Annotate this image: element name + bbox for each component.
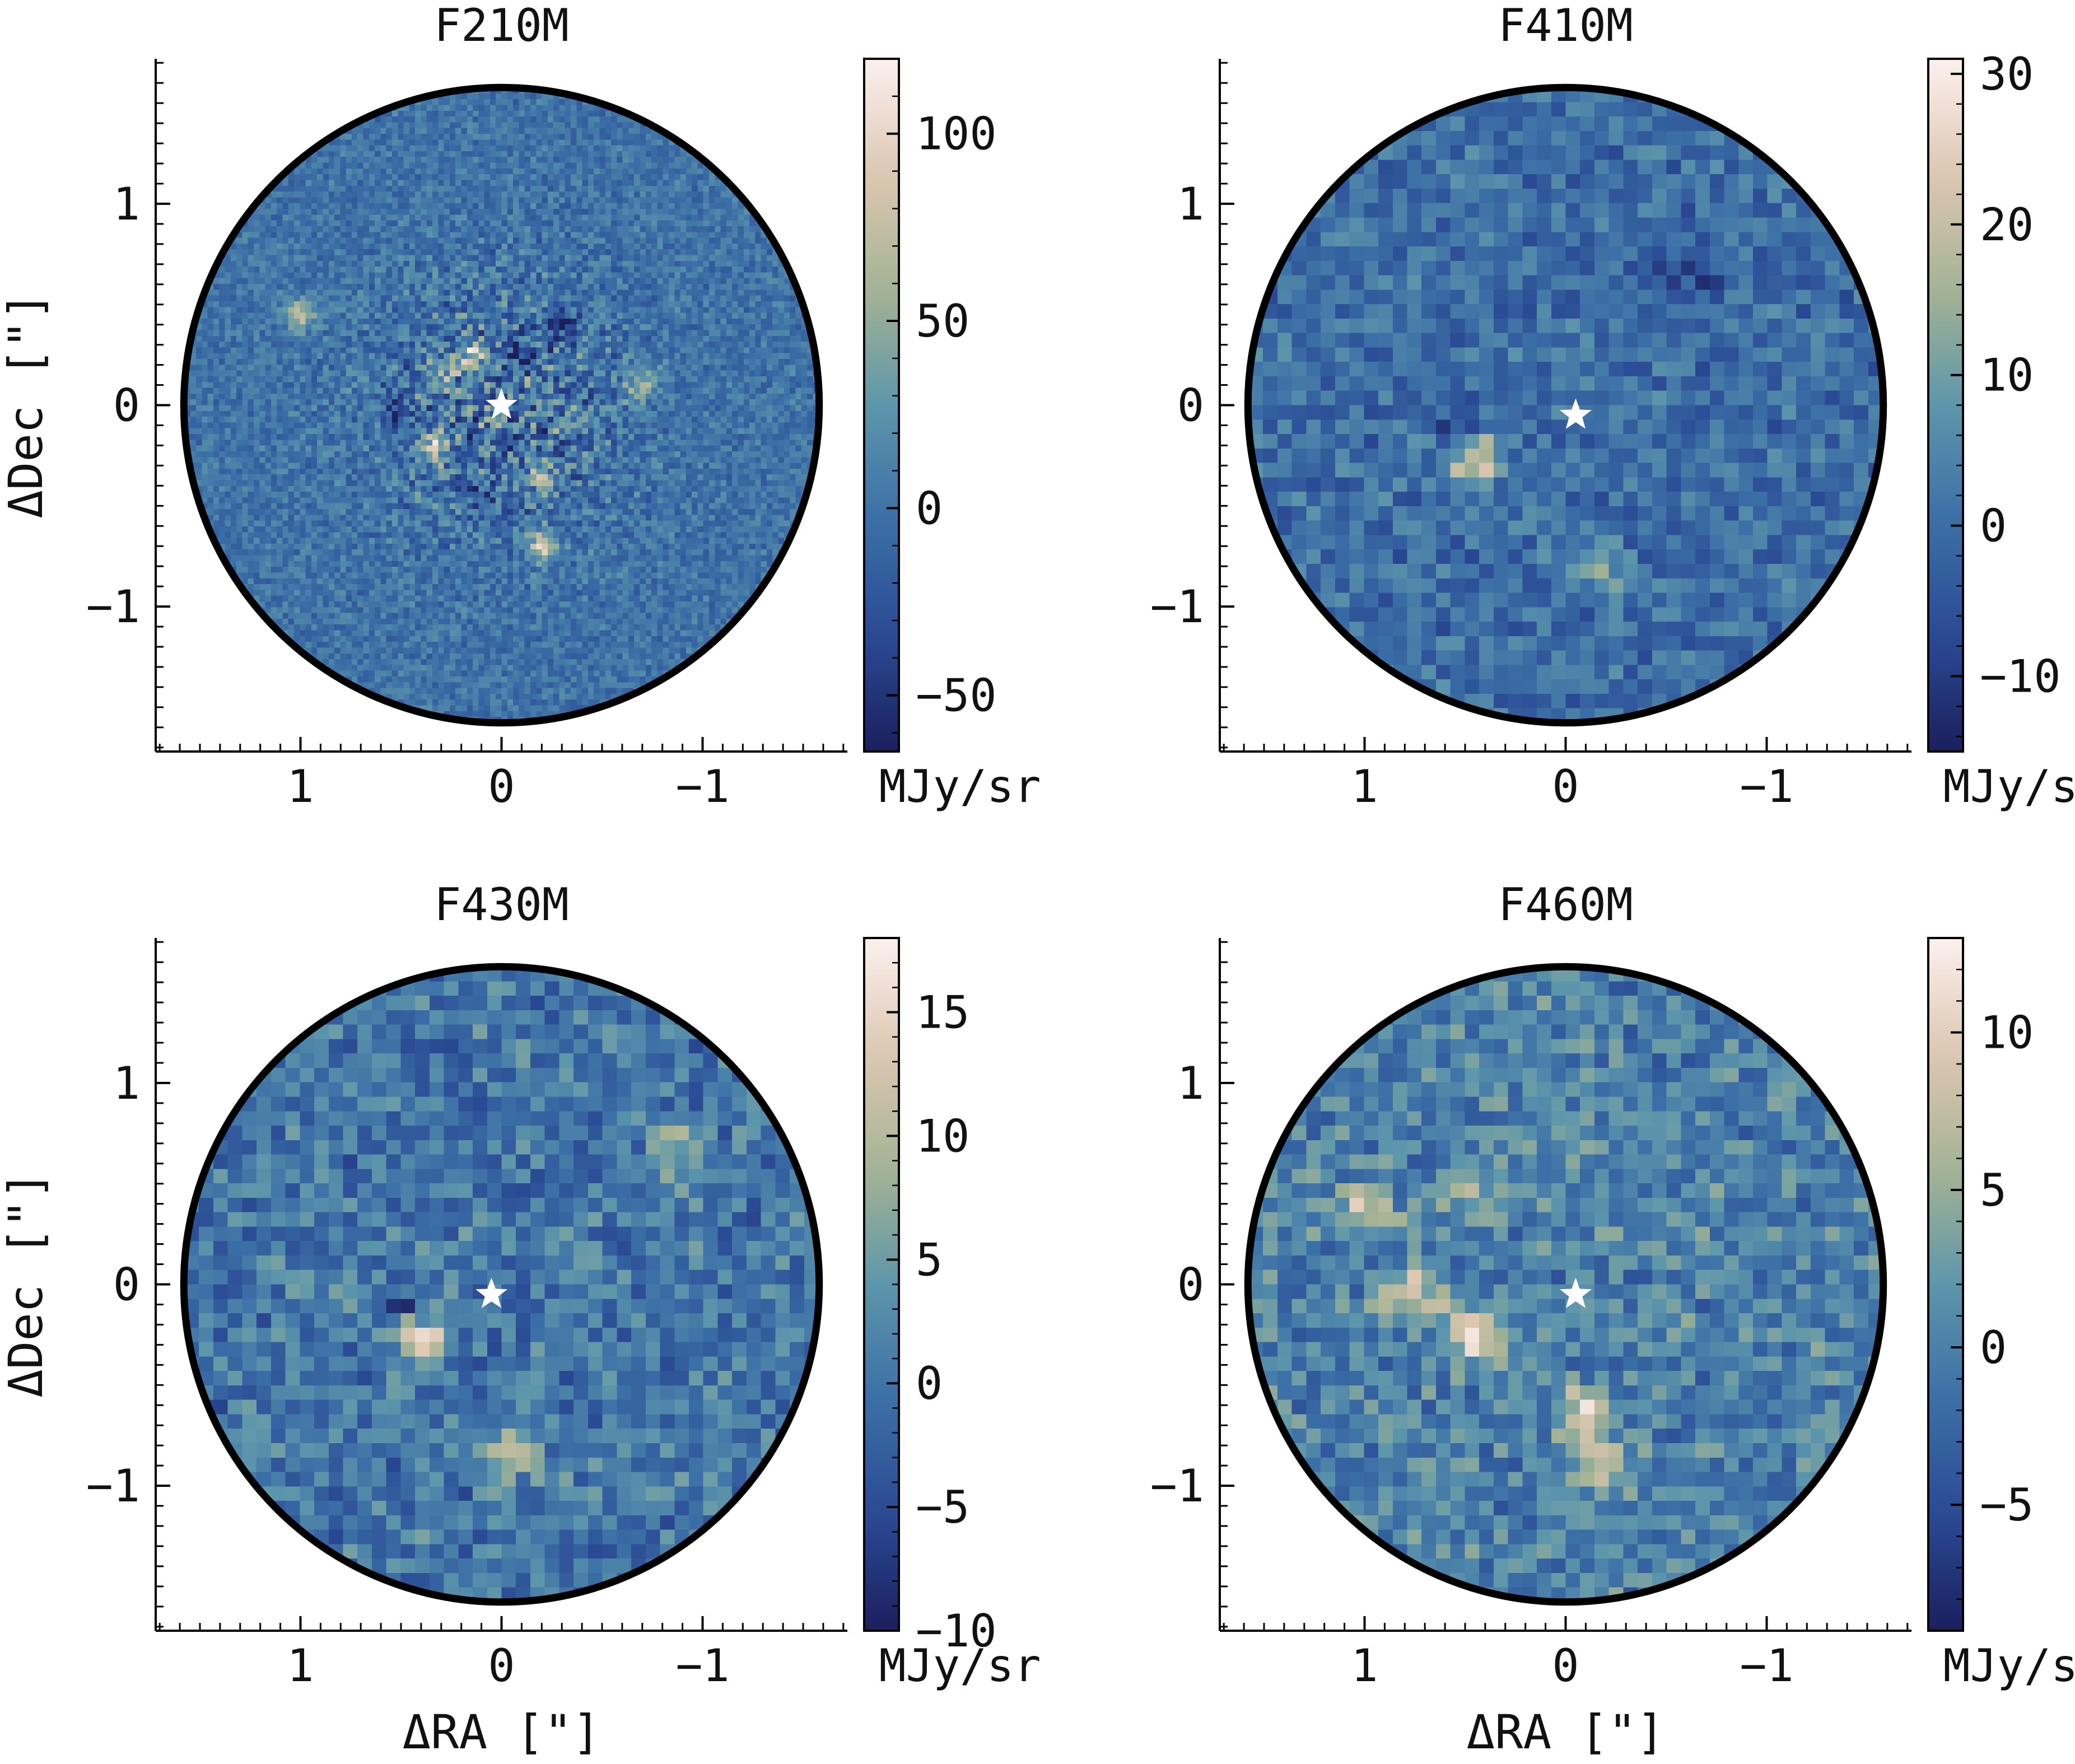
- colorbar-unit-label: MJy/sr: [1943, 1640, 2075, 1692]
- y-tick-label: 0: [1177, 380, 1204, 432]
- y-tick-label: 0: [113, 380, 140, 432]
- field-boundary: [180, 83, 823, 727]
- x-tick-label: 1: [287, 760, 314, 813]
- colorbar: 100 50 0 −50 MJy/sr: [863, 58, 1041, 813]
- x-tick-label: 1: [1351, 760, 1378, 813]
- x-tick-label: 0: [1552, 1640, 1579, 1692]
- star-marker: [486, 388, 517, 419]
- star-marker: [1559, 398, 1592, 429]
- x-tick-label: 0: [488, 760, 515, 813]
- heatmap-image: [184, 967, 819, 1602]
- panel-title: F410M: [1498, 0, 1633, 52]
- y-axis-label: ΔDec ["]: [0, 1171, 53, 1398]
- y-tick-label: −1: [1150, 581, 1204, 633]
- colorbar-tick-label: 5: [916, 1234, 943, 1286]
- x-tick-label: 1: [1351, 1640, 1378, 1692]
- colorbar-tick-label: −5: [1980, 1479, 2034, 1531]
- heatmap-image: [1248, 967, 1883, 1602]
- field-boundary: [1244, 83, 1887, 727]
- x-axis-label: ΔRA ["]: [1466, 1705, 1664, 1760]
- x-tick-label: −1: [1740, 760, 1793, 813]
- x-tick-label: −1: [1740, 1640, 1793, 1692]
- y-tick-label: 1: [113, 1057, 140, 1109]
- colorbar-tick-label: −10: [916, 1605, 997, 1657]
- panel-f210m: 1 0 −1 1 0 −1 F210M 100 50 0 −50 MJy/sr ΔDec ["]: [0, 0, 1041, 813]
- y-axis-label: ΔDec ["]: [0, 292, 53, 519]
- y-tick-label: 0: [1177, 1259, 1204, 1311]
- y-tick-label: 1: [113, 178, 140, 230]
- colorbar-tick-label: −50: [916, 670, 997, 722]
- panel-title: F460M: [1498, 879, 1633, 931]
- colorbar-tick-label: 20: [1980, 199, 2034, 251]
- x-tick-label: 0: [1552, 760, 1579, 813]
- colorbar-tick-label: −10: [1980, 651, 2061, 703]
- colorbar-tick-label: 30: [1980, 48, 2034, 100]
- x-tick-label: −1: [675, 1640, 729, 1692]
- panel-title: F430M: [434, 879, 569, 931]
- colorbar-unit-label: MJy/sr: [879, 1640, 1041, 1692]
- x-tick-label: −1: [675, 760, 729, 813]
- colorbar-tick-label: 10: [1980, 349, 2034, 402]
- colorbar-unit-label: MJy/sr: [1943, 760, 2075, 813]
- y-tick-label: 1: [1177, 1057, 1204, 1109]
- star-marker: [475, 1277, 508, 1308]
- colorbar-tick-label: 10: [1980, 1007, 2034, 1059]
- heatmap-image: [1248, 87, 1883, 723]
- x-tick-label: 1: [287, 1640, 314, 1692]
- colorbar: 30 20 10 0 −10 MJy/sr: [1927, 48, 2075, 813]
- star-marker: [1559, 1277, 1592, 1308]
- colorbar-tick-label: 0: [916, 1357, 943, 1410]
- field-boundary: [180, 963, 823, 1606]
- colorbar-unit-label: MJy/sr: [879, 760, 1041, 813]
- y-tick-label: 1: [1177, 178, 1204, 230]
- field-boundary: [1244, 963, 1887, 1606]
- colorbar-tick-label: 5: [1980, 1164, 2007, 1216]
- colorbar-bar: [863, 58, 900, 753]
- x-tick-label: 0: [488, 1640, 515, 1692]
- colorbar: 10 5 0 −5 MJy/sr: [1927, 937, 2075, 1692]
- panel-title: F210M: [434, 0, 569, 52]
- colorbar-tick-label: −5: [916, 1481, 969, 1533]
- y-tick-label: −1: [86, 581, 140, 633]
- colorbar-tick-label: 0: [1980, 500, 2007, 552]
- colorbar-tick-label: 50: [916, 295, 969, 347]
- y-tick-label: 0: [113, 1259, 140, 1311]
- colorbar-tick-label: 0: [916, 482, 943, 534]
- colorbar-tick-label: 10: [916, 1110, 969, 1162]
- y-tick-label: −1: [1150, 1460, 1204, 1512]
- y-tick-label: −1: [86, 1460, 140, 1512]
- x-axis-label: ΔRA ["]: [402, 1705, 600, 1760]
- colorbar-tick-label: 0: [1980, 1322, 2007, 1374]
- colorbar-tick-label: 15: [916, 987, 969, 1039]
- colorbar-tick-label: 100: [916, 108, 997, 160]
